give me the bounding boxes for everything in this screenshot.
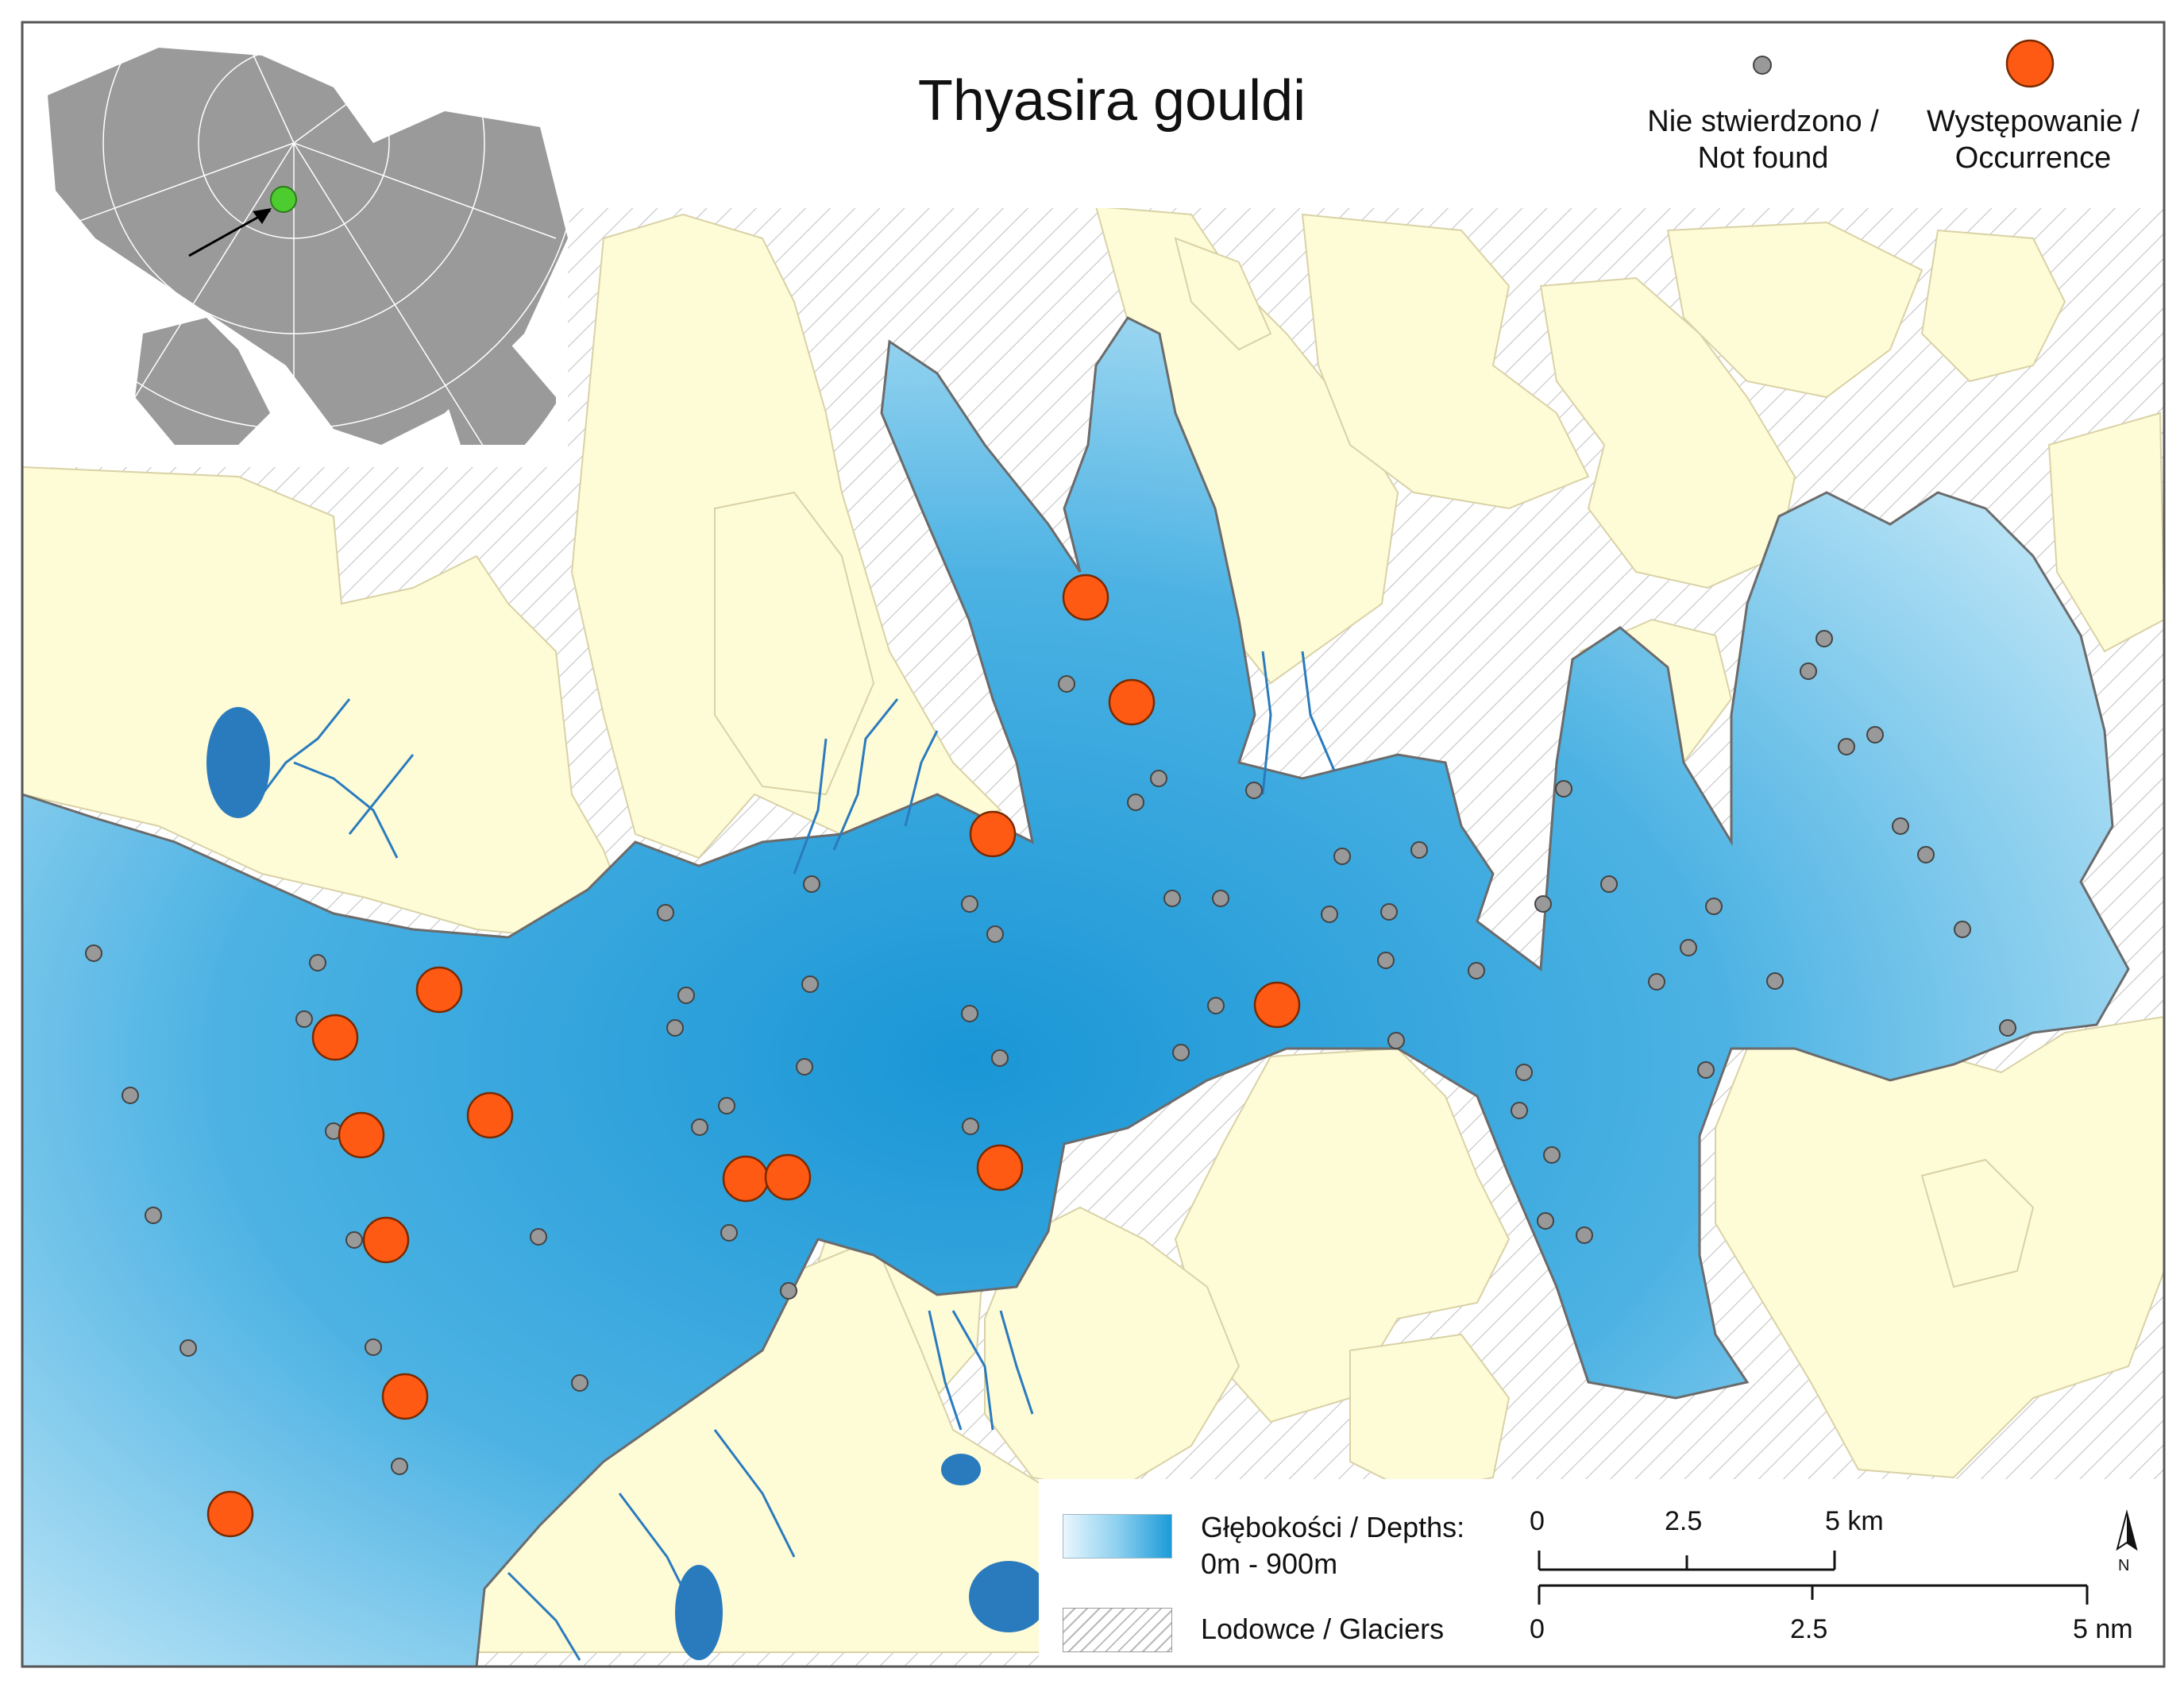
location-marker-icon <box>270 186 297 213</box>
land <box>21 205 2166 1653</box>
sea <box>21 316 2130 1668</box>
scale-km-0: 0 <box>1530 1506 1545 1536</box>
scale-nm-0: 0 <box>1530 1614 1545 1644</box>
depth-label-line1: Głębokości / Depths: <box>1201 1511 1465 1543</box>
scale-km-mid: 2.5 <box>1665 1506 1703 1536</box>
not-found-legend-label: Nie stwierdzono / Not found <box>1628 103 1898 176</box>
occurrence-stations <box>206 574 1301 1538</box>
not-found-stations <box>85 630 2016 1475</box>
map-border <box>21 21 2166 1668</box>
depth-legend-swatch <box>1063 1514 1172 1559</box>
north-arrow-icon <box>2116 1509 2138 1551</box>
north-arrow-label: N <box>2118 1557 2130 1574</box>
scale-nm-mid: 2.5 <box>1790 1614 1828 1644</box>
rivers <box>260 651 1336 1661</box>
depth-label-line2: 0m - 900m <box>1201 1547 1338 1580</box>
legend-panel <box>1039 1479 2164 1667</box>
occurrence-legend-icon <box>2005 39 2055 88</box>
glacier-legend-swatch <box>1063 1608 1172 1652</box>
occurrence-label-line2: Occurrence <box>1954 141 2112 175</box>
not-found-legend-icon <box>1753 56 1772 75</box>
occurrence-label-line1: Występowanie / <box>1927 105 2140 138</box>
lakes <box>206 707 1048 1660</box>
scale-nm-end: 5 nm <box>2073 1614 2133 1644</box>
not-found-label-line1: Nie stwierdzono / <box>1647 105 1879 138</box>
occurrence-legend-label: Występowanie / Occurrence <box>1898 103 2168 176</box>
depth-legend-label: Głębokości / Depths: 0m - 900m <box>1201 1509 1464 1582</box>
scale-bar <box>1538 1551 2089 1605</box>
not-found-label-line2: Not found <box>1697 141 1829 175</box>
main-map <box>21 205 2166 1668</box>
glacier-legend-label: Lodowce / Glaciers <box>1201 1613 1445 1645</box>
scale-km-end: 5 km <box>1825 1506 1884 1536</box>
inset-globe <box>7 0 581 462</box>
page-title: Thyasira gouldi <box>917 69 1306 133</box>
